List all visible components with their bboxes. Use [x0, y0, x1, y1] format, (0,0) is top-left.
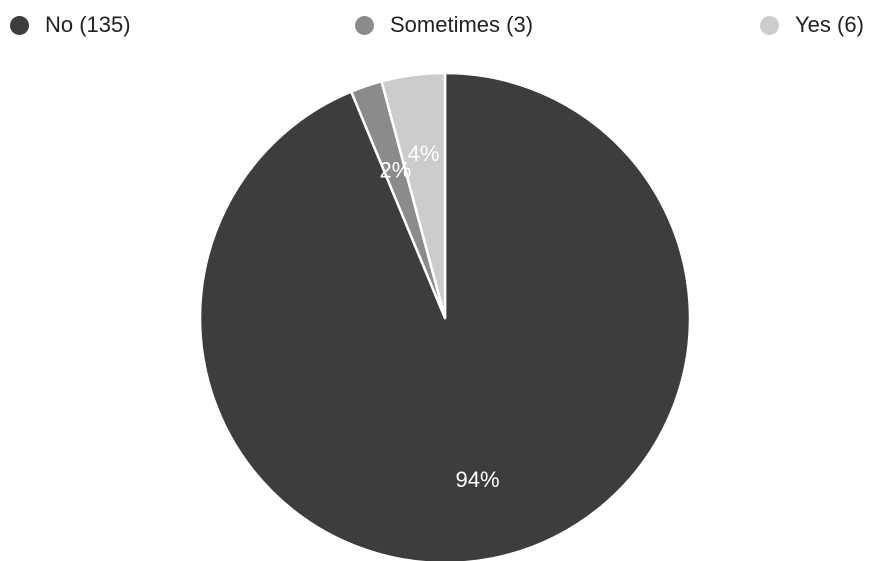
slice-label-sometimes: 2% [379, 158, 411, 183]
pie-slice-no[interactable] [198, 71, 692, 561]
legend-swatch-sometimes [355, 15, 374, 35]
slice-label-no: 94% [455, 467, 499, 492]
legend-item-yes[interactable]: Yes (6) [760, 10, 864, 40]
legend-label-sometimes: Sometimes (3) [390, 12, 534, 37]
legend-swatch-no [10, 15, 29, 35]
slice-label-yes: 4% [408, 141, 440, 166]
legend-item-sometimes[interactable]: Sometimes (3) [355, 10, 533, 40]
pie-slice-yes[interactable] [380, 71, 447, 320]
legend: No (135) Sometimes (3) Yes (6) [0, 0, 881, 50]
legend-label-yes: Yes (6) [795, 12, 864, 37]
legend-swatch-yes [760, 15, 779, 35]
legend-label-no: No (135) [45, 12, 131, 37]
legend-item-no[interactable]: No (135) [10, 10, 131, 40]
